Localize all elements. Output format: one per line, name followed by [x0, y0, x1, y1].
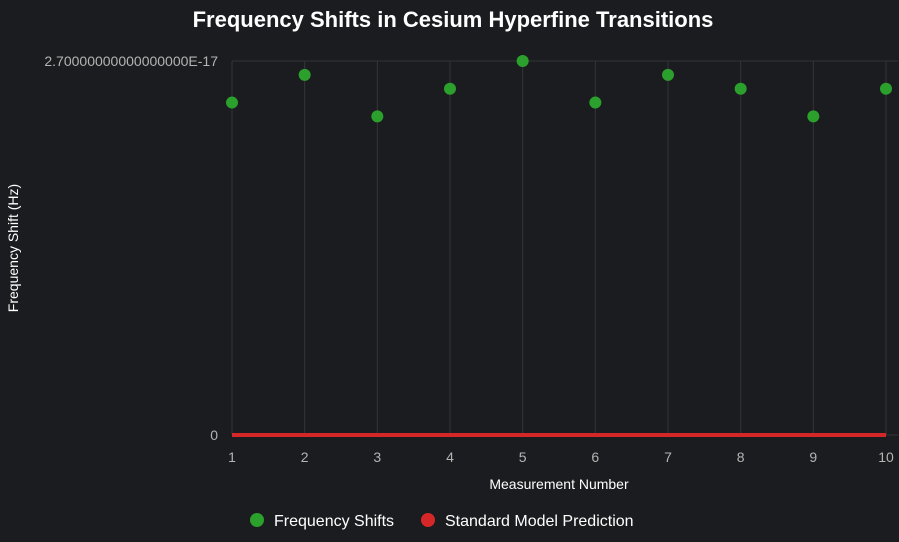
data-point	[226, 96, 238, 109]
legend-marker	[250, 513, 264, 527]
series-layer	[226, 55, 892, 437]
data-point	[371, 110, 384, 123]
x-tick-label: 2	[301, 449, 309, 465]
x-tick-label: 6	[591, 449, 599, 465]
data-point	[516, 55, 529, 67]
data-point	[298, 68, 311, 81]
data-point	[807, 110, 820, 123]
x-tick-label: 4	[446, 449, 454, 465]
data-point	[444, 82, 456, 95]
x-tick-label: 5	[519, 449, 527, 465]
y-tick-label: 0	[210, 427, 218, 443]
x-tick-label: 8	[737, 449, 745, 465]
x-tick-label: 10	[878, 449, 894, 465]
grid-layer	[231, 60, 898, 436]
x-tick-label: 3	[373, 449, 381, 465]
legend-marker	[421, 513, 435, 527]
y-tick-layer: 0 2.70000000000000000E-17	[44, 53, 218, 443]
chart-title: Frequency Shifts in Cesium Hyperfine Tra…	[193, 7, 714, 32]
x-tick-label: 7	[664, 449, 672, 465]
y-tick-label: 2.70000000000000000E-17	[44, 53, 218, 69]
x-tick-label: 9	[809, 449, 817, 465]
x-axis-title: Measurement Number	[489, 476, 629, 492]
data-point	[662, 68, 674, 81]
legend: Frequency Shifts Standard Model Predictio…	[250, 513, 634, 530]
legend-label: Frequency Shifts	[274, 513, 394, 530]
data-point	[880, 82, 892, 95]
data-point	[734, 82, 747, 95]
x-tick-layer: 1 2 3 4 5 6 7 8 9 10	[228, 449, 894, 465]
data-point	[589, 96, 602, 109]
x-tick-label: 1	[228, 449, 236, 465]
y-axis-title: Frequency Shift (Hz)	[5, 184, 21, 312]
legend-label: Standard Model Prediction	[445, 513, 634, 530]
